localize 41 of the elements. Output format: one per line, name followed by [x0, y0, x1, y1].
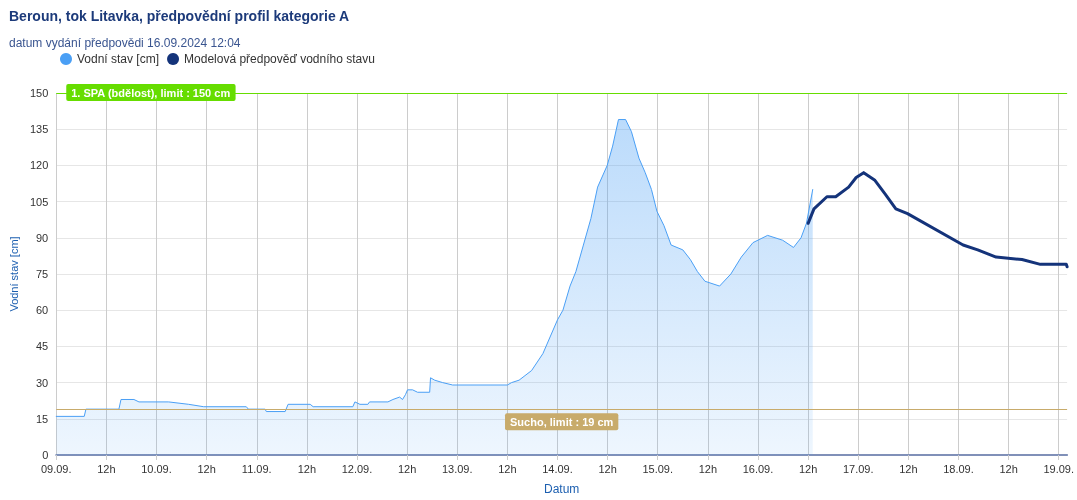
x-tick-label: 10.09. [141, 462, 172, 475]
x-tick-label: 12h [798, 462, 818, 475]
y-tick-label: 75 [36, 268, 49, 280]
x-tick-label: 12h [899, 462, 918, 475]
x-tick-label: 16.09. [742, 462, 774, 475]
x-tick-label: 19.09. [1043, 462, 1075, 475]
x-tick-label: 12h [999, 462, 1018, 475]
x-tick-label: 15.09. [642, 462, 674, 475]
ref-line-label: Sucho, limit : 19 cm [510, 415, 614, 428]
line-series [806, 171, 1069, 269]
legend-label: Vodní stav [cm] [77, 52, 160, 66]
ref-line-label: 1. SPA (bdělost), limit : 150 cm [71, 86, 231, 99]
y-axis-title: Vodní stav [cm] [7, 236, 20, 312]
x-tick-label: 09.09. [40, 462, 72, 475]
x-tick-label: 12h [698, 462, 718, 475]
y-tick-label: 30 [36, 376, 49, 389]
x-tick-label: 11.09. [241, 462, 272, 475]
x-tick-label: 12h [498, 462, 517, 475]
x-tick-label: 12h [297, 462, 317, 475]
x-tick-label: 12.09. [341, 462, 373, 475]
y-tick-label: 15 [36, 412, 49, 425]
x-tick-label: 14.09. [542, 462, 573, 475]
x-tick-label: 17.09. [842, 462, 874, 475]
x-tick-label: 13.09. [441, 462, 473, 475]
y-tick-label: 135 [29, 123, 49, 136]
x-axis-title: Datum [544, 482, 580, 496]
legend-label: Modelová předpověď vodního stavu [184, 52, 375, 66]
y-tick-label: 90 [36, 231, 49, 244]
y-tick-label: 0 [42, 449, 49, 461]
y-tick-label: 105 [29, 195, 49, 208]
chart-title: Beroun, tok Litavka, předpovědní profil kategorie A [9, 8, 350, 24]
x-tick-label: 12h [197, 462, 216, 475]
y-tick-label: 120 [29, 159, 49, 172]
y-tick-label: 60 [36, 304, 49, 317]
x-tick-label: 18.09. [943, 462, 974, 475]
y-tick-label: 150 [29, 87, 49, 99]
x-tick-label: 12h [397, 462, 417, 475]
x-tick-label: 12h [97, 462, 116, 475]
chart-subtitle: datum vydání předpovědi 16.09.2024 12:04 [9, 36, 241, 50]
y-tick-label: 45 [36, 340, 49, 353]
x-tick-label: 12h [598, 462, 617, 475]
